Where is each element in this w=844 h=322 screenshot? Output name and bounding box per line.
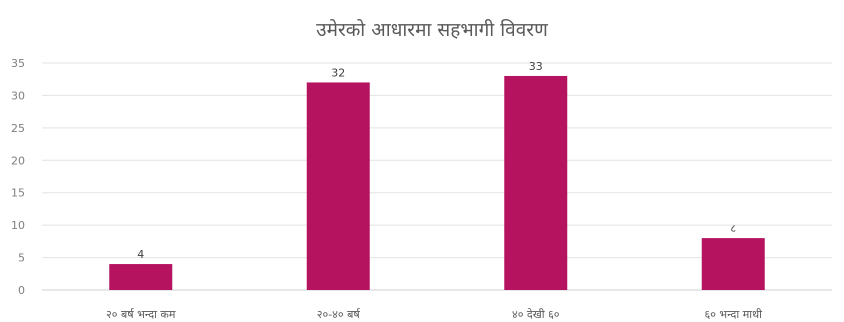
bar — [306, 82, 370, 290]
data-label: 32 — [331, 66, 345, 79]
y-tick-label: 35 — [11, 57, 25, 70]
y-tick-label: 10 — [11, 219, 25, 232]
x-category-label: २०-४० बर्ष — [317, 308, 361, 321]
y-axis-ticks: 0 5 10 15 20 25 30 35 — [11, 57, 25, 297]
data-label: 33 — [529, 60, 543, 73]
y-tick-label: 25 — [11, 122, 25, 135]
data-label: ८ — [730, 222, 736, 235]
bar — [109, 264, 173, 290]
x-category-label: २० बर्ष भन्दा कम — [106, 308, 176, 321]
data-label: 4 — [137, 248, 144, 261]
bar — [504, 75, 568, 290]
y-tick-label: 5 — [18, 252, 25, 265]
y-tick-label: 30 — [11, 89, 25, 102]
x-category-label: ६० भन्दा माथी — [704, 308, 762, 321]
y-tick-label: 20 — [11, 154, 25, 167]
bar — [701, 238, 765, 290]
bars — [109, 75, 765, 290]
x-category-label: ४० देखी ६० — [512, 308, 560, 321]
chart-title: उमेरको आधारमा सहभागी विवरण — [316, 18, 548, 41]
data-labels: 4 32 33 ८ — [137, 60, 736, 261]
y-tick-label: 15 — [11, 187, 25, 200]
gridlines — [42, 62, 832, 291]
x-axis-categories: २० बर्ष भन्दा कम २०-४० बर्ष ४० देखी ६० ६० भ… — [106, 308, 762, 321]
y-tick-label: 0 — [18, 284, 25, 297]
